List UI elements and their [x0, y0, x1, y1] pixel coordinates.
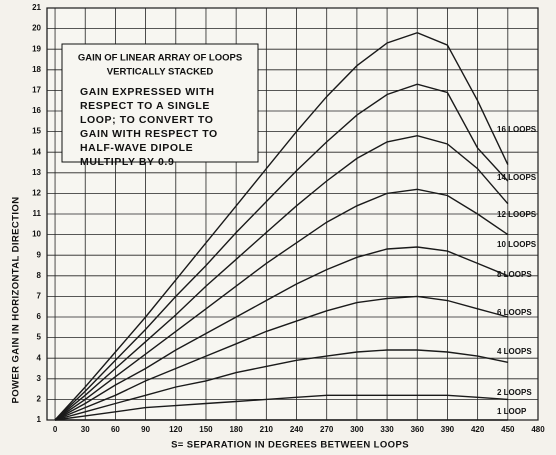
y-tick-label: 12	[32, 189, 41, 198]
y-tick-label: 10	[32, 230, 41, 239]
y-tick-label: 7	[37, 292, 42, 301]
series-line	[54, 31, 509, 421]
x-tick-label: 360	[411, 425, 425, 434]
x-tick-label: 480	[531, 425, 545, 434]
annotation-line: GAIN WITH RESPECT TO	[80, 128, 218, 140]
y-tick-label: 2	[37, 395, 42, 404]
chart-title: VERTICALLY STACKED	[107, 67, 214, 78]
annotation-line: RESPECT TO A SINGLE	[80, 100, 210, 112]
y-tick-label: 4	[37, 353, 42, 362]
series-line	[54, 349, 508, 421]
series-label: 6 LOOPS	[497, 308, 532, 317]
x-tick-label: 150	[199, 425, 213, 434]
x-tick-label: 90	[141, 425, 150, 434]
annotation-line: MULTIPLY BY 0.9	[80, 156, 174, 168]
annotation-line: GAIN EXPRESSED WITH	[80, 86, 215, 98]
y-tick-label: 19	[32, 44, 41, 53]
x-tick-label: 330	[380, 425, 394, 434]
y-tick-label: 20	[32, 24, 41, 33]
y-tick-label: 15	[32, 127, 41, 136]
y-tick-label: 21	[32, 3, 41, 12]
series-label: 14 LOOPS	[497, 173, 537, 182]
series-line	[54, 295, 508, 421]
series-label: 1 LOOP	[497, 407, 527, 416]
x-tick-label: 450	[501, 425, 515, 434]
series-line	[54, 83, 509, 421]
series-line	[54, 246, 509, 421]
x-tick-label: 180	[229, 425, 243, 434]
x-tick-label: 30	[81, 425, 90, 434]
y-tick-label: 9	[37, 250, 42, 259]
chart-title: GAIN OF LINEAR ARRAY OF LOOPS	[78, 53, 242, 64]
series-label: 4 LOOPS	[497, 347, 532, 356]
y-tick-label: 3	[37, 374, 42, 383]
annotation-box	[61, 43, 259, 163]
series-line	[54, 394, 508, 421]
y-tick-label: 8	[37, 271, 42, 280]
x-tick-label: 300	[350, 425, 364, 434]
x-tick-label: 0	[53, 425, 58, 434]
lines	[54, 31, 509, 421]
y-tick-label: 13	[32, 168, 41, 177]
y-tick-label: 14	[32, 147, 41, 156]
series-line	[54, 134, 509, 421]
y-tick-label: 11	[33, 209, 42, 218]
y-tick-label: 16	[32, 106, 41, 115]
y-tick-label: 1	[37, 415, 42, 424]
annotation-line: HALF-WAVE DIPOLE	[80, 142, 193, 154]
series-label: 16 LOOPS	[497, 125, 537, 134]
y-tick-label: 5	[37, 333, 42, 342]
y-tick-label: 6	[37, 312, 42, 321]
y-axis-label: POWER GAIN IN HORIZONTAL DIRECTION	[11, 197, 22, 404]
annotation-line: LOOP; TO CONVERT TO	[80, 114, 214, 126]
x-axis-label: S= SEPARATION IN DEGREES BETWEEN LOOPS	[171, 440, 409, 451]
x-tick-label: 240	[290, 425, 304, 434]
series-label: 12 LOOPS	[497, 210, 537, 219]
series-label: 2 LOOPS	[497, 388, 532, 397]
x-tick-label: 120	[169, 425, 183, 434]
y-tick-label: 17	[32, 86, 41, 95]
series-label: 10 LOOPS	[497, 240, 537, 249]
x-tick-label: 420	[471, 425, 485, 434]
x-tick-label: 210	[260, 425, 274, 434]
annotation: GAIN EXPRESSED WITH RESPECT TO A SINGLE LO…	[80, 86, 218, 168]
x-tick-label: 390	[441, 425, 455, 434]
series-line	[54, 188, 509, 421]
y-tick-label: 18	[32, 65, 41, 74]
series-label: 8 LOOPS	[497, 270, 532, 279]
x-tick-label: 60	[111, 425, 120, 434]
x-tick-label: 270	[320, 425, 334, 434]
